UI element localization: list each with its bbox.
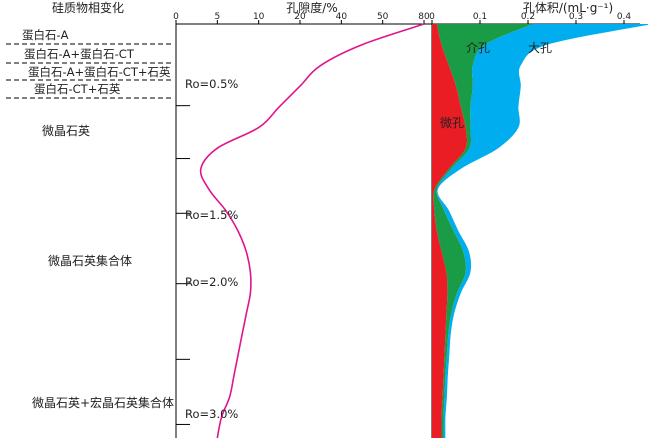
depth-tick-group [176, 105, 190, 425]
phase-label: 微晶石英 [42, 124, 90, 138]
header-pore-volume: 孔体积/(mL·g⁻¹) [523, 1, 613, 15]
pore-volume-tick-label: 0 [429, 12, 435, 22]
porosity-tick-label: 40 [336, 12, 348, 22]
header-porosity: 孔隙度/% [286, 0, 337, 15]
pore-volume-tick-label: 0.2 [521, 12, 535, 22]
ro-marker-label: Ro=0.5% [185, 77, 238, 91]
pore-volume-tick-label: 0.3 [569, 12, 583, 22]
phase-label: 微晶石英+宏晶石英集合体 [32, 395, 174, 410]
label-micro: 微孔 [440, 116, 464, 130]
phase-label: 蛋白石-A+蛋白石-CT [24, 47, 135, 61]
meso-pore-area [433, 24, 533, 438]
phase-label: 蛋白石-A [22, 28, 69, 42]
ro-marker-label: Ro=2.0% [185, 275, 238, 289]
porosity-tick-label: 80 [418, 12, 430, 22]
macro-pore-area [436, 24, 648, 438]
phase-label: 蛋白石-CT+石英 [34, 82, 121, 96]
porosity-tick-label: 20 [294, 12, 306, 22]
porosity-tick-label: 0 [173, 12, 179, 22]
header-silica-phase: 硅质物相变化 [52, 0, 124, 15]
phase-label: 蛋白石-A+蛋白石-CT+石英 [28, 65, 171, 79]
porosity-tick-label: 50 [377, 12, 389, 22]
porosity-tick-label: 10 [253, 12, 265, 22]
porosity-tick-group: 0 5 10 20 40 50 80 [173, 12, 430, 24]
pore-volume-tick-label: 0.4 [617, 12, 632, 22]
pore-volume-tick-label: 0.1 [473, 12, 487, 22]
label-meso: 介孔 [466, 41, 490, 55]
ro-marker-label: Ro=1.5% [185, 208, 238, 222]
pore-volume-tick-group: 0 0.1 0.2 0.3 0.4 [429, 12, 631, 24]
porosity-curve [199, 23, 425, 439]
phase-label: 微晶石英集合体 [48, 253, 132, 268]
porosity-tick-label: 5 [214, 12, 220, 22]
ro-marker-label: Ro=3.0% [185, 407, 238, 421]
micro-pore-area [432, 24, 468, 438]
label-macro: 大孔 [528, 41, 552, 55]
